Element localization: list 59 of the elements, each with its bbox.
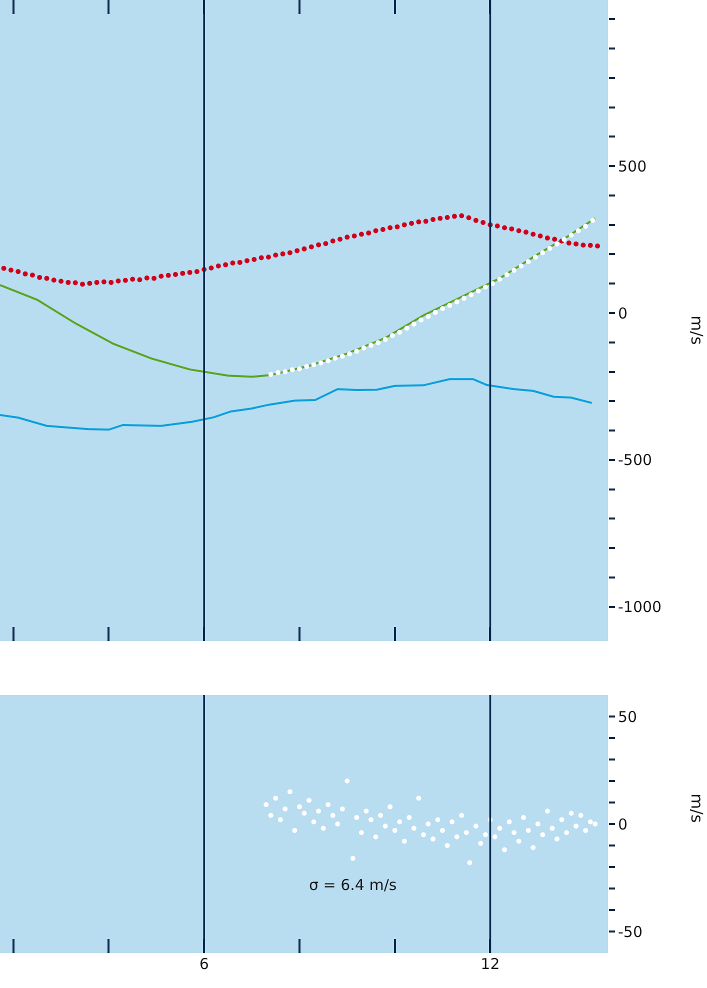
point	[361, 345, 366, 350]
point	[268, 372, 274, 377]
point	[447, 302, 452, 308]
point	[296, 366, 302, 372]
y-axis-title: m/s	[688, 316, 707, 345]
point	[504, 272, 510, 278]
point	[540, 250, 546, 256]
point	[368, 342, 374, 348]
annotation: σ = 6.4 m/s	[309, 876, 397, 894]
point	[476, 288, 481, 294]
y-tick-label: -50	[618, 922, 642, 941]
point	[440, 306, 446, 312]
point	[332, 356, 338, 361]
point	[311, 362, 316, 368]
point	[518, 263, 524, 268]
point	[461, 296, 466, 301]
point	[468, 292, 474, 298]
point	[526, 259, 531, 264]
point	[282, 369, 288, 374]
point	[382, 336, 388, 342]
x-tick-label: 6	[199, 955, 209, 973]
line-series	[0, 378, 593, 431]
y-tick-label: -500	[618, 451, 652, 470]
point	[397, 330, 402, 335]
y-tick-label: 500	[618, 157, 647, 176]
line-series	[0, 217, 596, 378]
point	[340, 354, 345, 359]
point	[290, 367, 295, 372]
y-tick-label: 0	[618, 304, 628, 322]
point	[497, 276, 502, 282]
point	[390, 333, 395, 338]
point	[354, 348, 360, 354]
point	[590, 218, 596, 223]
point	[418, 318, 424, 323]
point	[326, 358, 331, 364]
point	[304, 364, 310, 369]
point	[404, 326, 410, 331]
point	[276, 370, 281, 376]
point	[554, 241, 560, 246]
point	[376, 340, 381, 346]
point	[411, 322, 416, 327]
point	[512, 268, 517, 273]
x-tick-label: 12	[480, 955, 500, 973]
y-axis-title: m/s	[688, 794, 706, 823]
point	[318, 360, 324, 366]
y-tick-label: 0	[618, 815, 628, 834]
y-tick-label: -1000	[618, 598, 662, 616]
point	[482, 284, 488, 290]
point	[547, 246, 552, 251]
point	[576, 228, 581, 234]
point	[568, 232, 574, 238]
point	[347, 351, 352, 356]
point	[533, 254, 538, 260]
point	[583, 224, 588, 229]
point	[426, 314, 431, 320]
point	[432, 310, 438, 315]
y-tick-label: 50	[618, 708, 638, 726]
point	[454, 299, 460, 304]
point	[562, 237, 567, 242]
